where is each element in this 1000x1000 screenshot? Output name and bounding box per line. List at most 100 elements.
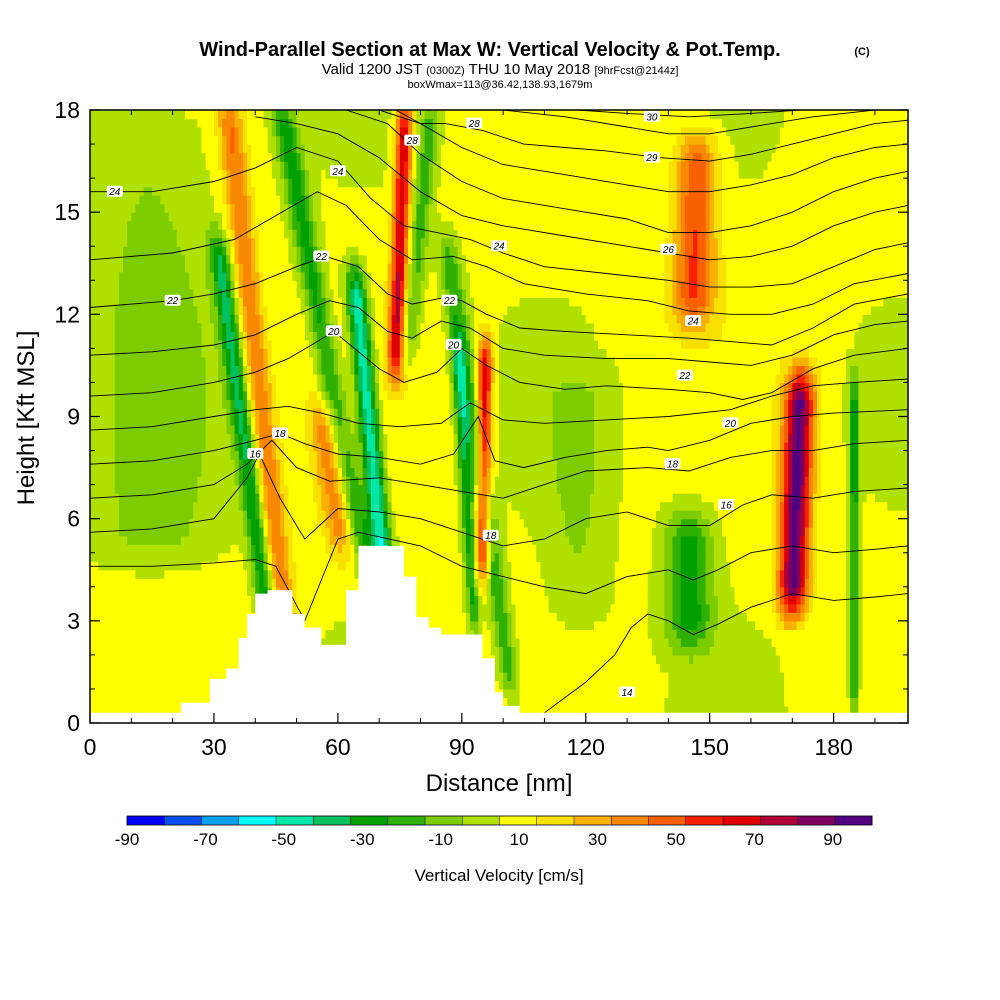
velocity-cell — [251, 390, 256, 401]
velocity-cell — [123, 144, 128, 154]
velocity-cell — [362, 433, 368, 443]
velocity-cell — [147, 297, 153, 307]
velocity-cell — [271, 552, 277, 562]
velocity-cell — [308, 561, 314, 571]
velocity-cell — [147, 169, 153, 179]
velocity-cell — [213, 271, 219, 281]
velocity-cell — [230, 612, 236, 622]
velocity-cell — [218, 365, 223, 375]
velocity-cell — [168, 356, 174, 367]
velocity-cell — [98, 365, 103, 375]
velocity-cell — [317, 110, 322, 120]
velocity-cell — [296, 288, 302, 298]
velocity-cell — [205, 510, 211, 520]
velocity-cell — [160, 135, 165, 145]
velocity-cell — [143, 578, 149, 588]
velocity-cell — [197, 390, 203, 401]
velocity-cell — [151, 237, 157, 247]
velocity-cell — [218, 110, 223, 120]
velocity-cell — [151, 569, 157, 579]
velocity-cell — [259, 552, 265, 562]
velocity-cell — [329, 603, 335, 613]
velocity-cell — [213, 390, 219, 401]
velocity-cell — [189, 561, 194, 571]
velocity-cell — [308, 237, 314, 247]
velocity-cell — [213, 110, 219, 120]
velocity-cell — [205, 271, 211, 281]
velocity-cell — [139, 348, 145, 358]
velocity-cell — [209, 382, 215, 392]
velocity-cell — [255, 501, 260, 511]
velocity-cell — [172, 620, 178, 630]
velocity-cell — [209, 144, 215, 154]
velocity-cell — [234, 425, 240, 435]
velocity-cell — [164, 305, 170, 315]
velocity-cell — [180, 331, 186, 341]
velocity-cell — [288, 450, 294, 460]
velocity-cell — [180, 646, 186, 656]
velocity-cell — [267, 348, 273, 358]
velocity-cell — [300, 382, 306, 392]
velocity-cell — [222, 203, 227, 213]
velocity-cell — [106, 450, 112, 460]
velocity-cell — [325, 637, 331, 647]
velocity-cell — [246, 348, 252, 358]
velocity-cell — [280, 399, 285, 409]
velocity-cell — [114, 203, 120, 213]
velocity-cell — [90, 705, 95, 716]
velocity-cell — [300, 552, 306, 562]
velocity-cell — [346, 314, 351, 324]
velocity-cell — [185, 212, 190, 222]
velocity-cell — [131, 152, 137, 162]
velocity-cell — [160, 552, 165, 562]
velocity-cell — [201, 680, 207, 690]
velocity-cell — [255, 169, 260, 179]
velocity-cell — [102, 356, 108, 367]
velocity-cell — [255, 195, 260, 205]
velocity-cell — [234, 484, 240, 494]
velocity-cell — [160, 271, 165, 281]
velocity-cell — [164, 569, 170, 579]
velocity-cell — [370, 271, 376, 281]
velocity-cell — [156, 271, 161, 281]
velocity-cell — [342, 305, 347, 315]
velocity-cell — [362, 356, 368, 367]
velocity-cell — [271, 544, 277, 554]
velocity-cell — [172, 229, 178, 239]
velocity-cell — [238, 246, 244, 256]
velocity-cell — [213, 152, 219, 162]
velocity-cell — [222, 365, 227, 375]
velocity-cell — [156, 450, 161, 460]
velocity-cell — [151, 339, 157, 349]
velocity-cell — [127, 433, 132, 443]
velocity-cell — [201, 459, 207, 469]
velocity-cell — [160, 390, 165, 401]
velocity-cell — [160, 246, 165, 256]
velocity-cell — [180, 254, 186, 264]
velocity-cell — [275, 407, 281, 418]
velocity-cell — [313, 365, 318, 375]
velocity-cell — [362, 263, 368, 273]
velocity-cell — [275, 518, 281, 528]
velocity-cell — [271, 484, 277, 494]
velocity-cell — [160, 348, 165, 358]
velocity-cell — [317, 144, 322, 154]
velocity-cell — [342, 561, 347, 571]
velocity-cell — [139, 127, 145, 137]
velocity-cell — [123, 459, 128, 469]
velocity-cell — [94, 314, 99, 324]
velocity-cell — [218, 178, 223, 188]
velocity-cell — [90, 220, 95, 230]
velocity-cell — [94, 544, 99, 554]
velocity-cell — [114, 569, 120, 579]
velocity-cell — [346, 501, 351, 511]
velocity-cell — [263, 561, 269, 571]
velocity-cell — [189, 493, 194, 503]
velocity-cell — [362, 459, 368, 469]
velocity-cell — [267, 399, 273, 409]
velocity-cell — [234, 314, 240, 324]
velocity-cell — [218, 450, 223, 460]
velocity-cell — [284, 578, 289, 588]
velocity-cell — [135, 390, 141, 401]
velocity-cell — [238, 578, 244, 588]
